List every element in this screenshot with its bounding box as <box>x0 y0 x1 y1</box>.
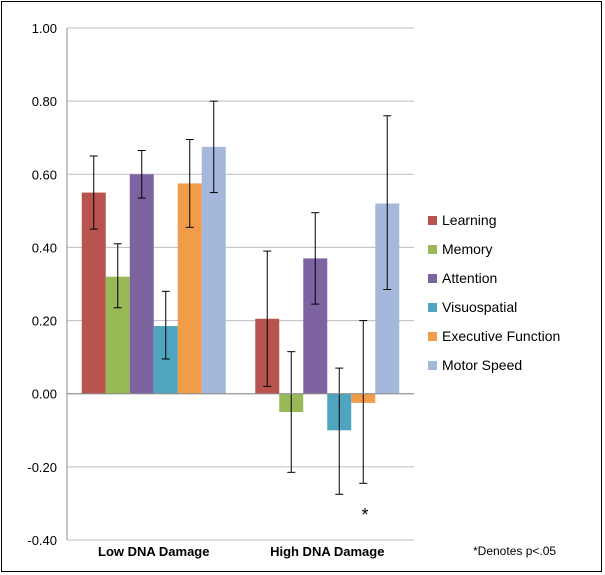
legend-label: Executive Function <box>442 328 560 344</box>
legend-label: Learning <box>442 212 497 228</box>
bar <box>129 174 154 394</box>
y-tick-label: 0.40 <box>32 240 57 255</box>
x-category-label: High DNA Damage <box>270 544 384 559</box>
legend-swatch <box>428 303 437 312</box>
y-tick-label: 0.00 <box>32 387 57 402</box>
legend: Learning Memory Attention Visuospatial Execu… <box>428 212 560 373</box>
significance-note: *Denotes p<.05 <box>473 544 556 558</box>
legend-swatch <box>428 274 437 283</box>
significance-annotation: * <box>361 505 368 525</box>
legend-swatch <box>428 361 437 370</box>
error-bars <box>89 100 392 495</box>
legend-label: Memory <box>442 241 493 257</box>
legend-swatch <box>428 332 437 341</box>
legend-swatch <box>428 245 437 254</box>
x-axis: Low DNA Damage High DNA Damage <box>67 393 414 559</box>
x-category-label: Low DNA Damage <box>98 544 209 559</box>
y-tick-label: 1.00 <box>32 21 57 36</box>
legend-swatch <box>428 216 437 225</box>
y-tick-label: 0.20 <box>32 314 57 329</box>
legend-label: Motor Speed <box>442 357 522 373</box>
y-tick-label: 0.60 <box>32 167 57 182</box>
y-tick-label: -0.40 <box>27 533 57 548</box>
y-tick-label: -0.20 <box>27 460 57 475</box>
y-tick-label: 0.80 <box>32 94 57 109</box>
legend-label: Attention <box>442 270 497 286</box>
y-axis: 1.00 0.80 0.60 0.40 0.20 0.00 -0.20 -0.40 <box>27 21 68 548</box>
legend-label: Visuospatial <box>442 299 517 315</box>
bars <box>81 146 400 431</box>
